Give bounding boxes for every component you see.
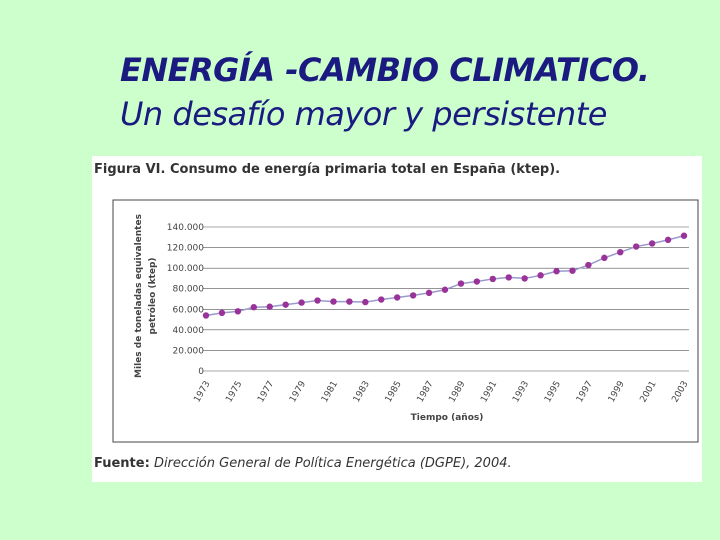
source-label: Fuente:: [94, 456, 150, 471]
data-point: [441, 286, 449, 293]
figure-source: Fuente: Dirección General de Política En…: [94, 456, 512, 471]
y-tick-label: 0: [198, 367, 204, 377]
data-point: [409, 292, 417, 299]
data-point: [489, 275, 496, 283]
data-point: [457, 280, 465, 287]
data-point: [680, 232, 688, 239]
data-point: [234, 308, 242, 315]
y-tick-label: 80.000: [173, 285, 205, 295]
data-point: [202, 312, 210, 319]
data-point: [266, 303, 273, 310]
y-tick-label: 100.000: [167, 264, 204, 274]
chart-frame: [112, 199, 699, 443]
data-point: [537, 272, 544, 279]
y-tick-label: 20.000: [173, 346, 205, 356]
data-point: [648, 240, 656, 247]
source-text: Dirección General de Política Energética…: [153, 456, 512, 471]
data-point: [298, 299, 305, 306]
data-point: [378, 296, 385, 303]
data-point: [473, 278, 481, 285]
data-point: [633, 243, 640, 250]
figure-panel: Figura VI. Consumo de energía primaria t…: [92, 156, 702, 482]
data-point: [617, 249, 624, 256]
data-point: [218, 309, 226, 317]
data-point: [505, 274, 512, 281]
data-point: [314, 297, 321, 304]
data-point: [425, 289, 433, 297]
data-point: [521, 275, 528, 282]
y-axis-label-line1: Miles de toneladas equivalentes: [134, 214, 144, 378]
slide-title: ENERGÍA -CAMBIO CLIMATICO. Un desafío ma…: [120, 48, 650, 136]
y-tick-label: 120.000: [167, 244, 204, 254]
y-axis-label-line2: petróleo (ktep): [147, 257, 158, 334]
data-point: [362, 298, 369, 306]
energy-consumption-chart: 0 20.000 40.000 60.000 80.000 100.000 120.000 1…: [112, 199, 699, 443]
data-point: [394, 294, 401, 301]
figure-caption: Figura VI. Consumo de energía primaria t…: [94, 162, 561, 177]
slide-title-line2: Un desafío mayor y persistente: [120, 95, 607, 133]
data-point: [664, 236, 672, 244]
data-point: [585, 261, 592, 269]
slide-title-line1: ENERGÍA -CAMBIO CLIMATICO.: [120, 51, 650, 89]
data-point: [282, 301, 289, 308]
y-tick-label: 140.000: [167, 223, 204, 233]
data-point: [250, 304, 257, 311]
data-point: [330, 298, 337, 305]
data-point: [553, 268, 560, 275]
x-axis-label: Tiempo (años): [411, 413, 484, 423]
data-point: [569, 267, 576, 274]
y-tick-label: 60.000: [173, 305, 205, 315]
y-tick-label: 40.000: [173, 326, 205, 336]
data-point: [601, 254, 608, 262]
data-point: [346, 298, 353, 305]
